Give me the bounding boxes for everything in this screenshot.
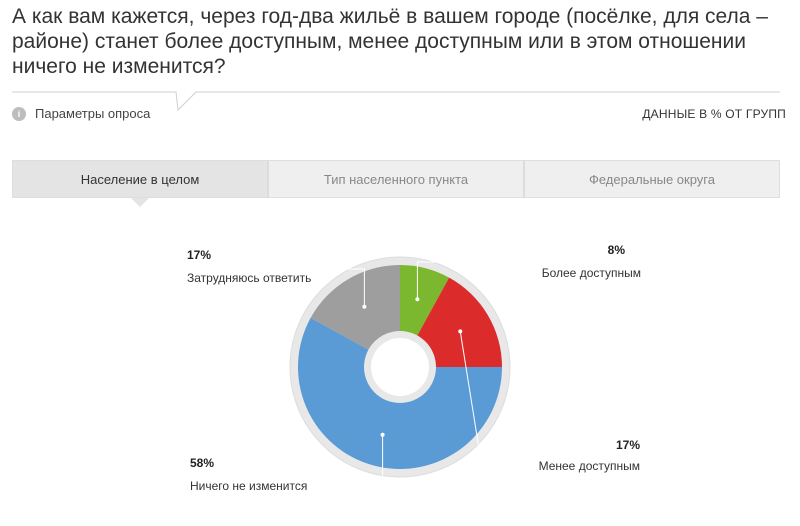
survey-params-link[interactable]: i Параметры опроса — [12, 106, 150, 121]
slice-label-value-unsure: 17% — [187, 248, 211, 262]
info-icon: i — [12, 106, 26, 121]
slice-label-name-unsure: Затрудняюсь ответить — [187, 271, 311, 285]
data-note: ДАННЫЕ В % ОТ ГРУПП — [642, 107, 786, 121]
leader-better — [416, 261, 645, 300]
title-divider — [12, 80, 780, 120]
leader-unsure-dot — [362, 304, 367, 309]
leader-nochange-dot — [380, 432, 385, 437]
slice-label-value-nochange: 58% — [190, 456, 214, 470]
pie-hole — [371, 338, 429, 396]
leader-unsure — [332, 268, 365, 307]
slice-label-value-better: 8% — [608, 243, 626, 257]
active-tab-pointer — [131, 198, 149, 207]
tab-settlement-type[interactable]: Тип населенного пункта — [269, 161, 525, 197]
tab-bar: Население в целом Тип населенного пункта… — [12, 160, 780, 198]
page-title: А как вам кажется, через год-два жильё в… — [12, 5, 768, 78]
slice-label-name-worse: Менее доступным — [539, 459, 640, 473]
tab-population[interactable]: Население в целом — [13, 161, 269, 197]
leader-better-dot — [415, 297, 420, 302]
slice-label-name-better: Более доступным — [542, 266, 641, 280]
survey-params-label: Параметры опроса — [35, 106, 151, 121]
leader-nochange — [190, 434, 384, 478]
slice-label-value-worse: 17% — [616, 438, 640, 452]
slice-label-name-nochange: Ничего не изменится — [190, 479, 307, 493]
leader-worse — [459, 331, 640, 456]
leader-worse-dot — [458, 329, 463, 334]
tab-federal-districts[interactable]: Федеральные округа — [588, 171, 715, 187]
